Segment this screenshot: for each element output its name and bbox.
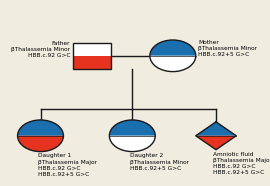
Polygon shape xyxy=(109,120,155,136)
Polygon shape xyxy=(109,136,155,152)
Polygon shape xyxy=(150,40,196,56)
Bar xyxy=(73,43,111,69)
Text: Daughter 2
βThalassemia Minor
HBB.c.92+5 G>C: Daughter 2 βThalassemia Minor HBB.c.92+5… xyxy=(130,153,189,171)
Polygon shape xyxy=(150,56,196,72)
Bar xyxy=(73,56,111,69)
Text: Father
βThalassemia Minor
HBB.c.92 G>C: Father βThalassemia Minor HBB.c.92 G>C xyxy=(11,41,70,58)
Polygon shape xyxy=(18,120,63,136)
Text: Amniotic fluid
βThalassemia Major
HBB.c.92 G>C
HBB.c.92+5 G>C: Amniotic fluid βThalassemia Major HBB.c.… xyxy=(213,152,270,175)
Text: Mother
βThalassemia Minor
HBB.c.92+5 G>C: Mother βThalassemia Minor HBB.c.92+5 G>C xyxy=(198,40,258,57)
Polygon shape xyxy=(18,136,63,152)
Polygon shape xyxy=(196,136,236,150)
Polygon shape xyxy=(196,122,236,136)
Text: Daughter 1
βThalassemia Major
HBB.c.92 G>C
HBB.c.92+5 G>C: Daughter 1 βThalassemia Major HBB.c.92 G… xyxy=(38,153,97,177)
Bar xyxy=(73,43,111,56)
